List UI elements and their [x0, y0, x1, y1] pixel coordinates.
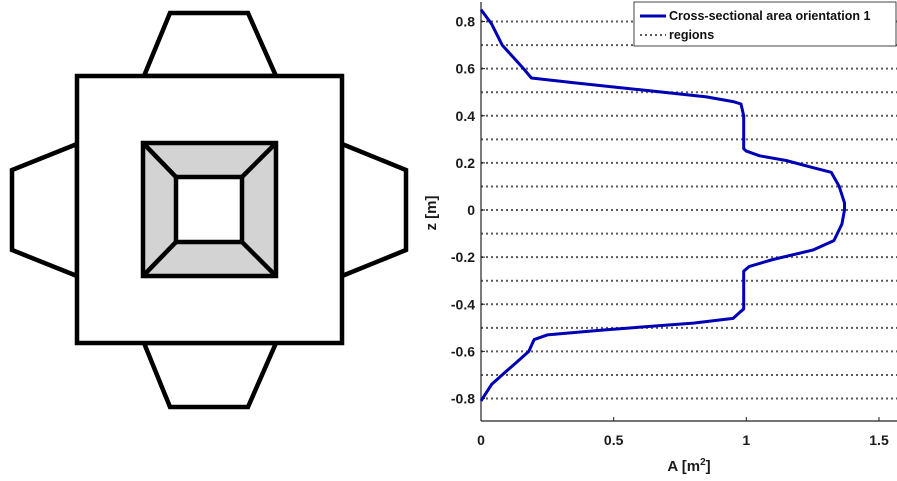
- y-tick-label: -0.2: [451, 249, 475, 265]
- y-tick-label: -0.8: [451, 391, 475, 407]
- area-chart: 0 0.5 1 1.5 -0.8 -0.6 -0.4 -0.2 0 0.2 0.4 0.6 0.8 A…: [423, 1, 897, 475]
- legend-label-area: Cross-sectional area orientation 1: [669, 9, 871, 23]
- y-tick-label: 0.4: [456, 108, 476, 124]
- x-tick-label: 1.5: [869, 432, 889, 448]
- frustum-edge-tr: [240, 141, 278, 179]
- y-tick-labels: -0.8 -0.6 -0.4 -0.2 0 0.2 0.4 0.6 0.8: [451, 14, 475, 407]
- frustum-edge-tl: [141, 141, 178, 179]
- frustum-edge-bl: [141, 240, 178, 278]
- right-wing: [339, 140, 409, 280]
- x-tick-labels: 0 0.5 1 1.5: [477, 432, 889, 448]
- y-tick-label: 0.6: [456, 61, 476, 77]
- x-axis-label: A [m2]: [667, 457, 710, 475]
- structure-diagram: [9, 10, 409, 410]
- y-tick-label: -0.4: [451, 296, 475, 312]
- legend-label-regions: regions: [669, 28, 714, 42]
- y-tick-label: 0: [467, 202, 475, 218]
- legend-box: [633, 1, 897, 47]
- y-tick-label: -0.6: [451, 343, 475, 359]
- bottom-wing: [140, 340, 280, 410]
- x-axis-label-var: A: [667, 458, 678, 475]
- inner-opening: [173, 174, 245, 245]
- x-tick-label: 1: [742, 432, 750, 448]
- y-axis-label: z [m]: [423, 196, 440, 231]
- y-tick-label: 0.2: [456, 155, 476, 171]
- x-axis-label-close: ]: [706, 458, 711, 475]
- x-axis-label-unit: [m: [682, 458, 700, 475]
- area-series-line: [479, 8, 846, 402]
- frustum-edge-br: [240, 240, 278, 278]
- y-tick-label: 0.8: [456, 14, 476, 30]
- top-wing: [140, 10, 280, 79]
- x-tick-label: 0.5: [604, 432, 624, 448]
- legend: Cross-sectional area orientation 1 regio…: [633, 1, 897, 47]
- axes-layer: [480, 2, 897, 422]
- left-wing: [9, 140, 80, 280]
- x-axis-label-sup: 2: [700, 457, 706, 468]
- x-tick-label: 0: [477, 432, 485, 448]
